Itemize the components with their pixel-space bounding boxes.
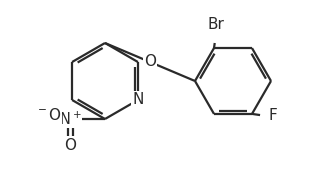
- Text: N: N: [132, 93, 144, 108]
- Text: O: O: [144, 55, 156, 70]
- Text: F: F: [268, 108, 277, 123]
- Text: $^-$O: $^-$O: [35, 107, 61, 123]
- Text: O: O: [64, 137, 76, 152]
- Text: N$^+$: N$^+$: [59, 110, 81, 128]
- Text: Br: Br: [208, 17, 224, 32]
